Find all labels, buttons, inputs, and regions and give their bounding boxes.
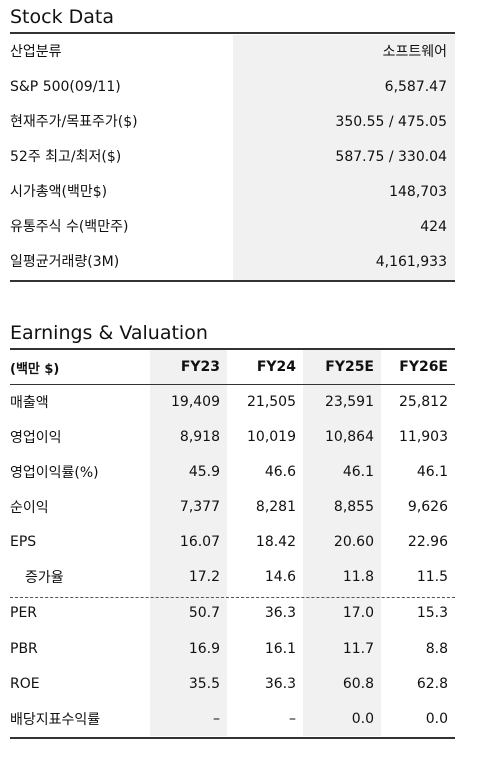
value-cell: 10,864 <box>303 419 381 454</box>
row-label: 일평균거래량(3M) <box>10 254 120 270</box>
row-label: 매출액 <box>10 394 49 411</box>
table-row: 현재주가/목표주가($) 350.55 / 475.05 <box>10 105 455 140</box>
row-label: PBR <box>10 640 38 657</box>
value-cell: 20.60 <box>303 524 381 559</box>
row-label: PER <box>10 604 38 621</box>
value-cell: 16.9 <box>150 631 227 666</box>
row-label: 산업분류 <box>10 44 62 60</box>
value-cell: 62.8 <box>416 675 448 692</box>
value-cell: 16.1 <box>264 640 296 657</box>
value-cell: 46.1 <box>416 463 448 480</box>
value-cell: 25,812 <box>399 393 448 410</box>
value-cell: 18.42 <box>255 533 296 550</box>
column-header: FY23 <box>150 350 227 384</box>
earnings-header-rule <box>10 384 455 385</box>
earnings-bottom-rule <box>10 737 455 739</box>
table-row: 배당지표수익률 – –0.0 0.0 <box>10 701 455 736</box>
column-header: FY26E <box>399 359 448 375</box>
earnings-title: Earnings & Valuation <box>10 322 208 344</box>
row-label: 영업이익률(%) <box>10 464 99 481</box>
value-cell: 21,505 <box>247 393 296 410</box>
value-cell: 7,377 <box>150 489 227 524</box>
row-label: 현재주가/목표주가($) <box>10 114 138 130</box>
earnings-table: (백만 $) FY23 FY24 FY25E FY26E 매출액 19,409 21… <box>10 350 455 736</box>
table-row: 매출액 19,409 21,505 23,591 25,812 <box>10 384 455 419</box>
value-cell: 60.8 <box>303 666 381 701</box>
value-cell: 46.1 <box>303 454 381 489</box>
stock-data-table: 산업분류 소프트웨어 S&P 500(09/11) 6,587.47 현재주가/… <box>10 35 455 280</box>
row-value: 소프트웨어 <box>233 35 455 70</box>
row-value: 6,587.47 <box>233 70 455 105</box>
value-cell: 11,903 <box>399 428 448 445</box>
table-row: 영업이익 8,918 10,019 10,864 11,903 <box>10 419 455 454</box>
table-row: 일평균거래량(3M) 4,161,933 <box>10 245 455 280</box>
value-cell: 46.6 <box>264 463 296 480</box>
value-cell: 14.6 <box>264 568 296 585</box>
table-row: EPS 16.07 18.42 20.60 22.96 <box>10 524 455 559</box>
value-cell: 15.3 <box>416 604 448 621</box>
row-value: 350.55 / 475.05 <box>233 105 455 140</box>
stock-data-top-rule <box>10 32 455 34</box>
earnings-body: 매출액 19,409 21,505 23,591 25,812 영업이익 8,918 10,0… <box>10 384 455 736</box>
value-cell: 36.3 <box>264 675 296 692</box>
valuation-divider <box>10 597 455 598</box>
value-cell: – <box>150 701 227 736</box>
value-cell: 16.07 <box>150 524 227 559</box>
table-header-row: (백만 $) FY23 FY24 FY25E FY26E <box>10 350 455 384</box>
table-row: 증가율 17.2 14.6 11.8 11.5 <box>10 559 455 594</box>
value-cell: 8,855 <box>303 489 381 524</box>
table-row: 영업이익률(%) 45.9 46.6 46.1 46.1 <box>10 454 455 489</box>
value-cell: 17.0 <box>303 594 381 631</box>
table-row: 시가총액(백만$) 148,703 <box>10 175 455 210</box>
row-value: 424 <box>233 210 455 245</box>
value-cell: 9,626 <box>407 498 448 515</box>
stock-data-title: Stock Data <box>10 6 114 28</box>
table-row: ROE 35.5 36.3 60.8 62.8 <box>10 666 455 701</box>
value-cell: 11.8 <box>303 559 381 594</box>
value-cell: 22.96 <box>407 533 448 550</box>
value-cell: 10,019 <box>247 428 296 445</box>
table-row: PBR 16.9 16.1 11.7 8.8 <box>10 631 455 666</box>
row-label: 영업이익 <box>10 429 62 446</box>
value-cell: 8,281 <box>255 498 296 515</box>
table-row: 52주 최고/최저($) 587.75 / 330.04 <box>10 140 455 175</box>
value-cell: 0.0 <box>425 710 448 727</box>
row-label: S&P 500(09/11) <box>10 79 121 95</box>
table-row: PER 50.7 36.3 17.0 15.3 <box>10 594 455 631</box>
row-value: 4,161,933 <box>233 245 455 280</box>
value-cell: 45.9 <box>150 454 227 489</box>
value-cell: 50.7 <box>150 594 227 631</box>
value-cell: 23,591 <box>303 384 381 419</box>
value-cell: 35.5 <box>150 666 227 701</box>
table-row: S&P 500(09/11) 6,587.47 <box>10 70 455 105</box>
row-label: 52주 최고/최저($) <box>10 149 122 165</box>
row-label: 증가율 <box>25 569 64 586</box>
unit-label: (백만 $) <box>10 361 60 377</box>
table-row: 순이익 7,377 8,281 8,855 9,626 <box>10 489 455 524</box>
stock-data-bottom-rule <box>10 280 455 282</box>
value-cell: 36.3 <box>264 604 296 621</box>
column-header: FY25E <box>303 350 381 384</box>
value-cell: 8,918 <box>150 419 227 454</box>
row-label: 배당지표수익률 <box>10 711 101 728</box>
row-label: 시가총액(백만$) <box>10 184 108 200</box>
row-label: EPS <box>10 533 37 550</box>
row-label: 순이익 <box>10 499 49 516</box>
value-cell: – <box>289 710 296 727</box>
value-cell: 19,409 <box>150 384 227 419</box>
row-label: 유통주식 수(백만주) <box>10 219 129 235</box>
value-cell: 11.5 <box>416 568 448 585</box>
row-value: 587.75 / 330.04 <box>233 140 455 175</box>
earnings-top-rule <box>10 348 455 350</box>
row-label: ROE <box>10 675 40 692</box>
row-value: 148,703 <box>233 175 455 210</box>
column-header: FY24 <box>256 359 296 375</box>
table-row: 산업분류 소프트웨어 <box>10 35 455 70</box>
value-cell: 8.8 <box>425 640 448 657</box>
value-cell: 11.7 <box>303 631 381 666</box>
value-cell: 0.0 <box>303 701 381 736</box>
table-row: 유통주식 수(백만주) 424 <box>10 210 455 245</box>
value-cell: 17.2 <box>150 559 227 594</box>
